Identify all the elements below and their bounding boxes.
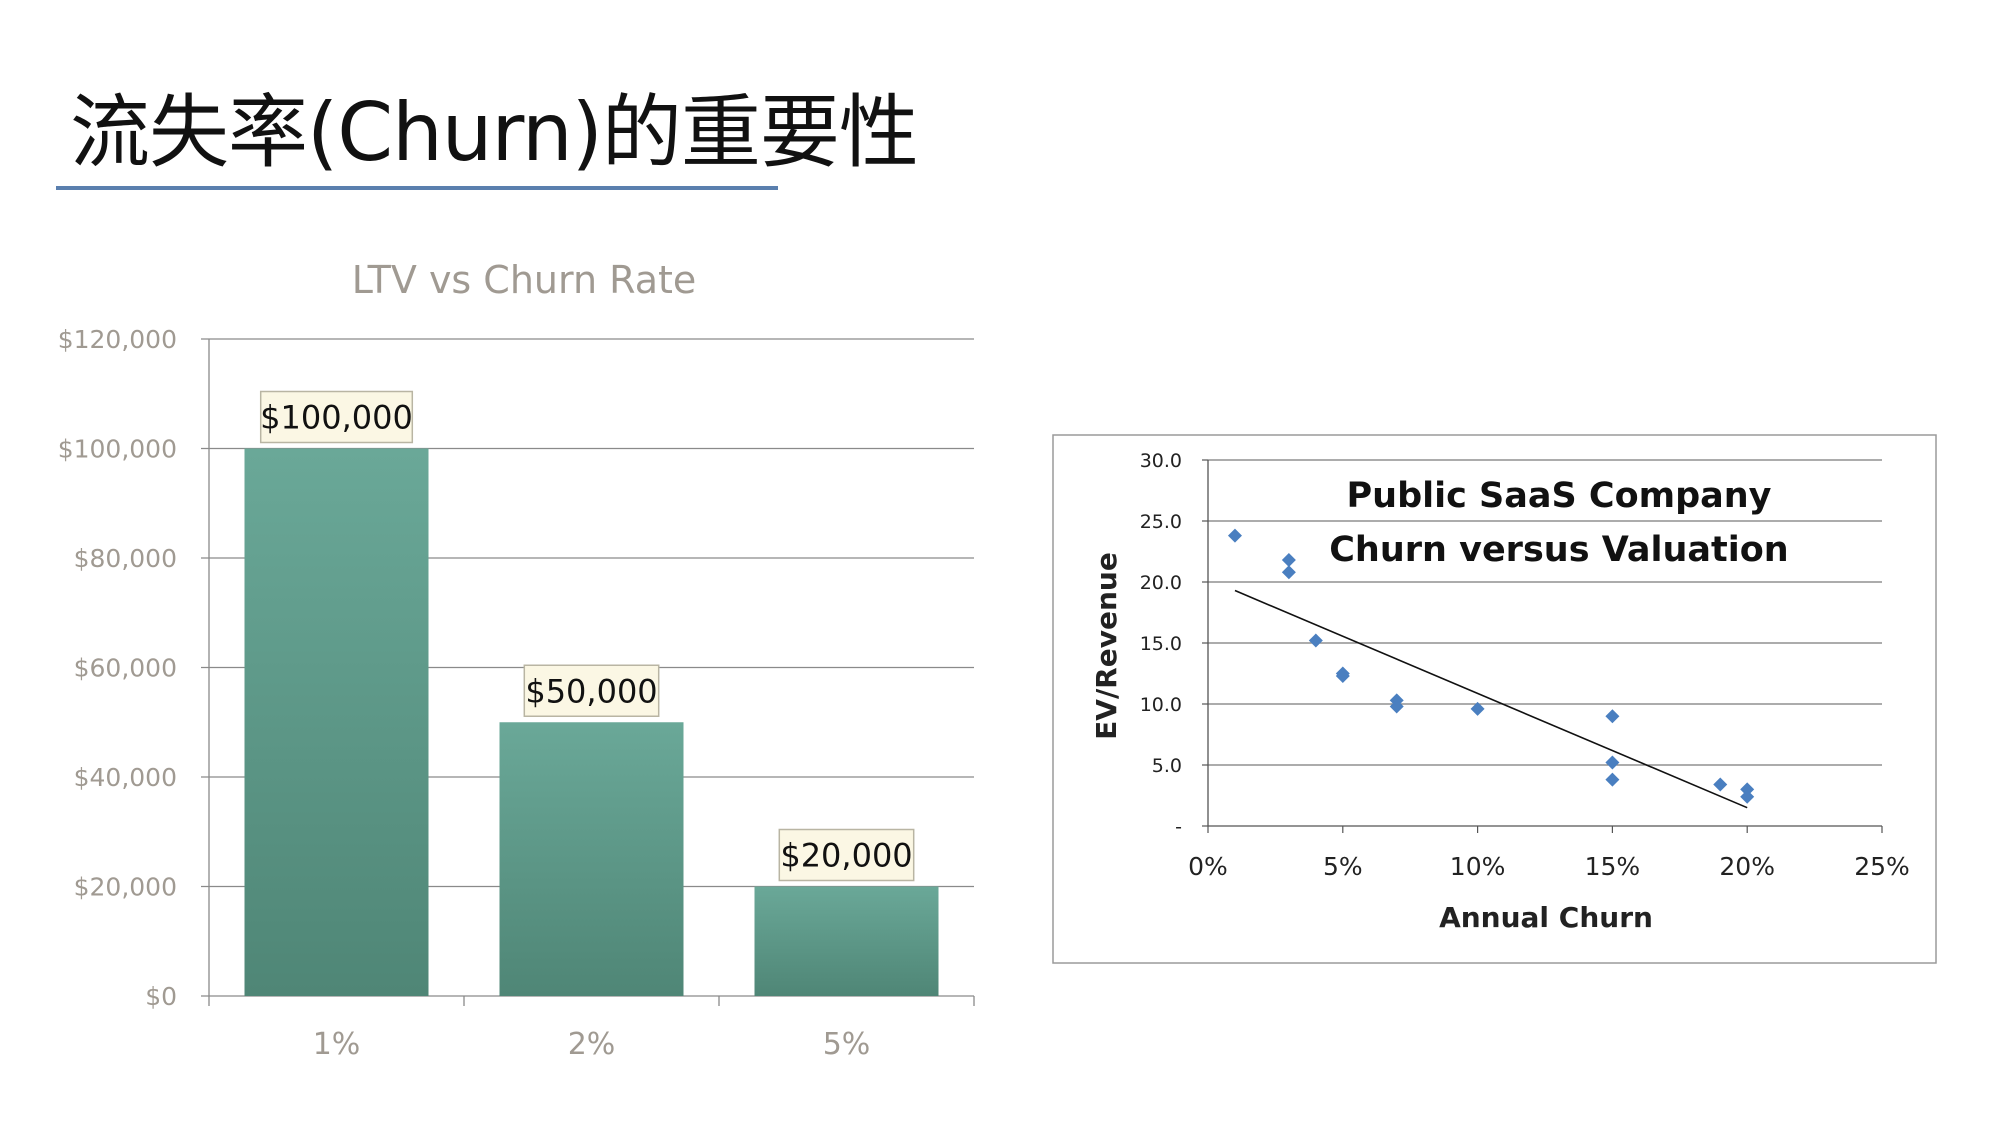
scatter-y-axis-label: EV/Revenue bbox=[1090, 552, 1123, 740]
scatter-x-tick-label: 0% bbox=[1188, 852, 1228, 881]
scatter-x-tick-label: 25% bbox=[1854, 852, 1910, 881]
scatter-y-tick-label: 30.0 bbox=[1140, 450, 1182, 472]
scatter-y-tick-label: 15.0 bbox=[1140, 633, 1182, 655]
scatter-x-tick-label: 5% bbox=[1323, 852, 1363, 881]
scatter-title-line: Public SaaS Company bbox=[1347, 476, 1772, 516]
scatter-title-line: Churn versus Valuation bbox=[1329, 530, 1788, 570]
scatter-y-tick-label: 10.0 bbox=[1140, 694, 1182, 716]
scatter-y-tick-label: - bbox=[1175, 816, 1182, 838]
scatter-x-tick-label: 20% bbox=[1719, 852, 1775, 881]
scatter-x-tick-label: 15% bbox=[1585, 852, 1641, 881]
scatter-y-tick-label: 25.0 bbox=[1140, 511, 1182, 533]
scatter-y-tick-label: 5.0 bbox=[1152, 755, 1182, 777]
scatter-x-tick-label: 10% bbox=[1450, 852, 1506, 881]
scatter-y-tick-label: 20.0 bbox=[1140, 572, 1182, 594]
scatter-x-axis-label: Annual Churn bbox=[1439, 901, 1653, 934]
